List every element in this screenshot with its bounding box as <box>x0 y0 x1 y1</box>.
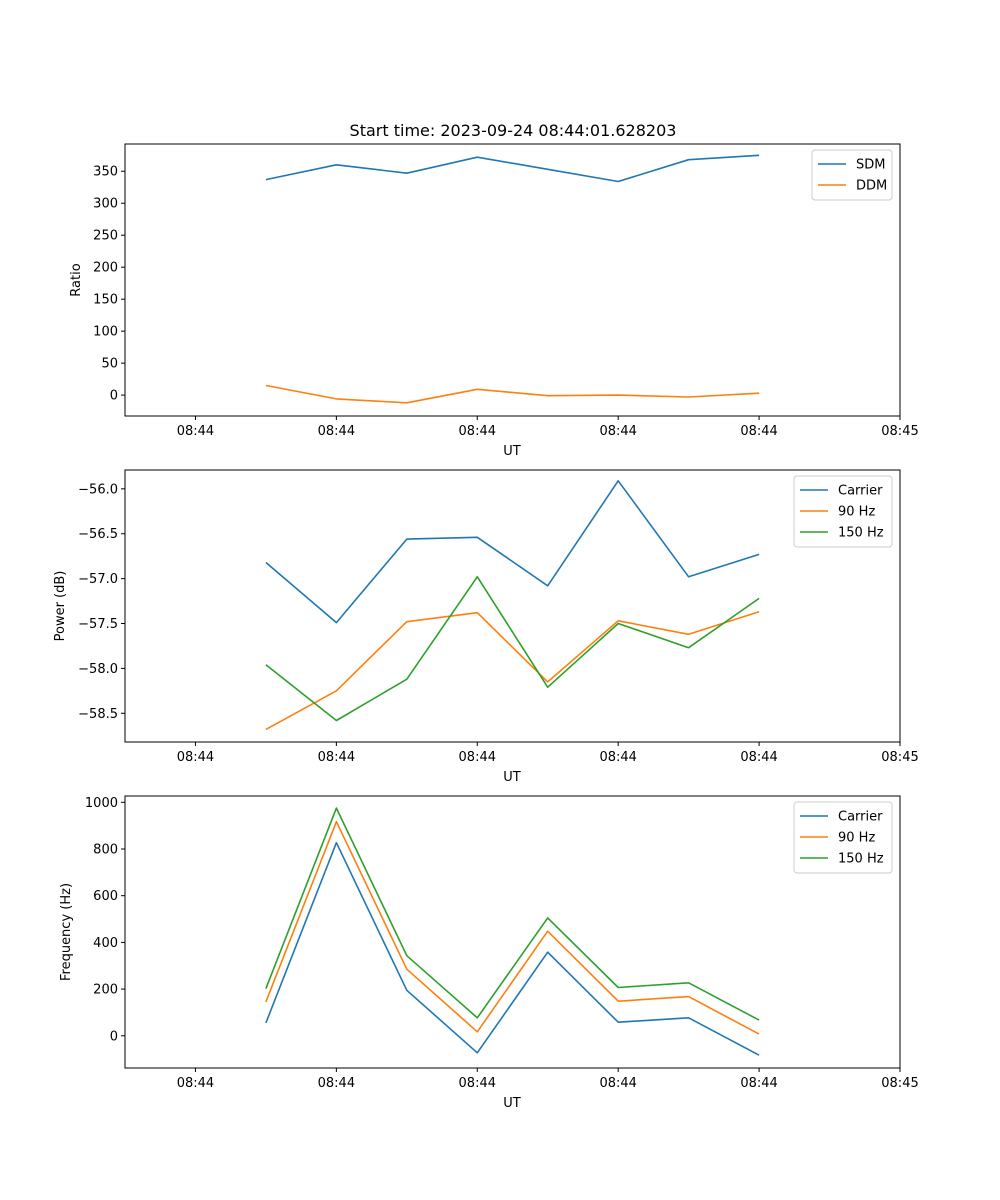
y-tick-label: 1000 <box>85 796 118 811</box>
y-tick-label: 300 <box>93 197 118 212</box>
x-tick-label: 08:44 <box>459 1076 496 1091</box>
y-tick-label: −58.0 <box>78 662 118 677</box>
frequency-plot: 08:44 08:44 08:44 08:44 08:44 08:45 0 200 400 600… <box>85 796 919 1091</box>
x-tick-label: 08:44 <box>177 750 214 765</box>
chart-title: Start time: 2023-09-24 08:44:01.628203 <box>350 121 677 140</box>
x-tick-label: 08:44 <box>318 424 355 439</box>
y-tick-label: 100 <box>93 325 118 340</box>
y-tick-label: 350 <box>93 165 118 180</box>
legend-label: DDM <box>856 179 887 194</box>
y-tick-label: 50 <box>101 357 118 372</box>
legend-label: 150 Hz <box>838 852 884 867</box>
x-tick-label: 08:44 <box>599 424 636 439</box>
power-legend: Carrier 90 Hz 150 Hz <box>793 475 893 548</box>
ratio-panel: UT Ratio <box>69 143 901 459</box>
legend-label: 90 Hz <box>838 505 875 520</box>
frequency-panel-xlabel: UT <box>503 1096 521 1111</box>
power-series-line-150-hz <box>265 575 760 722</box>
ratio-legend: SDM DDM <box>811 149 893 201</box>
power-panel-frame <box>124 469 901 743</box>
y-tick-label: 600 <box>93 889 118 904</box>
power-panel-ylabel: Power (dB) <box>53 571 68 642</box>
y-tick-label: −57.0 <box>78 572 118 587</box>
legend-frame <box>793 801 893 874</box>
legend-frame <box>811 149 893 201</box>
x-tick-label: 08:44 <box>177 1076 214 1091</box>
legend-label: SDM <box>856 158 885 173</box>
y-tick-label: 200 <box>93 983 118 998</box>
legend-label: Carrier <box>838 484 883 499</box>
y-tick-label: 200 <box>93 261 118 276</box>
x-tick-label: 08:44 <box>318 750 355 765</box>
ratio-panel-ylabel: Ratio <box>69 263 84 296</box>
frequency-panel-ylabel: Frequency (Hz) <box>59 883 74 981</box>
power-panel-xlabel: UT <box>503 770 521 785</box>
x-tick-label: 08:45 <box>881 1076 918 1091</box>
power-plot: 08:44 08:44 08:44 08:44 08:44 08:45 −58.5 −58.0… <box>78 475 919 765</box>
y-tick-label: −56.0 <box>78 482 118 497</box>
x-tick-label: 08:44 <box>740 1076 777 1091</box>
power-series-line-90-hz <box>265 611 760 731</box>
legend-frame <box>793 475 893 548</box>
y-tick-label: 250 <box>93 229 118 244</box>
x-tick-label: 08:44 <box>459 750 496 765</box>
ratio-panel-xlabel: UT <box>503 444 521 459</box>
y-tick-label: 400 <box>93 936 118 951</box>
ratio-plot: 08:44 08:44 08:44 08:44 08:44 08:45 0 50 100 150 2… <box>93 149 919 439</box>
frequency-panel: UT Frequency (Hz) <box>59 795 901 1111</box>
frequency-series-line-90-hz <box>265 820 760 1035</box>
frequency-panel-frame <box>124 795 901 1069</box>
x-tick-label: 08:44 <box>177 424 214 439</box>
y-tick-label: −57.5 <box>78 617 118 632</box>
x-tick-label: 08:45 <box>881 750 918 765</box>
y-tick-label: 0 <box>110 389 118 404</box>
y-tick-label: −56.5 <box>78 527 118 542</box>
x-tick-label: 08:45 <box>881 424 918 439</box>
y-tick-label: 150 <box>93 293 118 308</box>
x-tick-label: 08:44 <box>459 424 496 439</box>
ratio-series-line-sdm <box>265 154 760 183</box>
frequency-series-line-150-hz <box>265 807 760 1021</box>
y-tick-label: 800 <box>93 842 118 857</box>
x-tick-label: 08:44 <box>599 750 636 765</box>
frequency-series-line-carrier <box>265 841 760 1056</box>
ratio-panel-frame <box>124 143 901 417</box>
ratio-series-line-ddm <box>265 384 760 404</box>
y-tick-label: 0 <box>110 1029 118 1044</box>
legend-label: 150 Hz <box>838 526 884 541</box>
x-tick-label: 08:44 <box>740 424 777 439</box>
frequency-legend: Carrier 90 Hz 150 Hz <box>793 801 893 874</box>
x-tick-label: 08:44 <box>740 750 777 765</box>
power-series-line-carrier <box>265 479 760 624</box>
x-tick-label: 08:44 <box>318 1076 355 1091</box>
legend-label: 90 Hz <box>838 831 875 846</box>
y-tick-label: −58.5 <box>78 707 118 722</box>
power-panel: UT Power (dB) <box>53 469 901 785</box>
legend-label: Carrier <box>838 810 883 825</box>
x-tick-label: 08:44 <box>599 1076 636 1091</box>
